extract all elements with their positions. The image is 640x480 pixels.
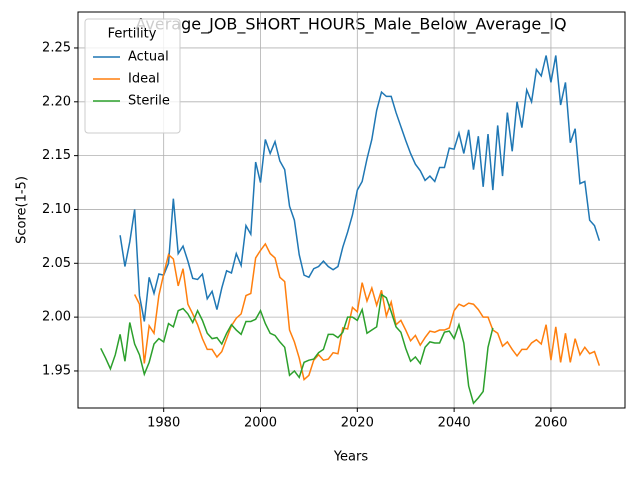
y-tick-label: 2.25: [42, 40, 71, 55]
legend-title: Fertility: [108, 27, 157, 42]
x-tick-label: 2060: [534, 416, 567, 431]
y-axis-label: Score(1-5): [15, 176, 30, 244]
legend-label: Ideal: [128, 72, 160, 87]
series-line: [100, 293, 494, 405]
y-tick-label: 1.95: [42, 363, 71, 378]
y-tick-label: 2.20: [42, 94, 71, 109]
x-tick-label: 2040: [438, 416, 471, 431]
y-tick-label: 2.10: [42, 202, 71, 217]
y-tick-label: 2.15: [42, 148, 71, 163]
legend-label: Sterile: [128, 94, 170, 109]
y-tick-label: 2.05: [42, 256, 71, 271]
plot-frame: [77, 11, 626, 409]
x-tick-label: 1980: [147, 416, 180, 431]
legend-box: [84, 18, 181, 134]
x-tick-label: 2000: [244, 416, 277, 431]
legend-label: Actual: [128, 50, 169, 65]
series-line: [133, 242, 601, 381]
y-tick-label: 2.00: [42, 310, 71, 325]
chart-title: Average_JOB_SHORT_HOURS_Male_Below_Avera…: [135, 15, 566, 35]
series-line: [119, 55, 601, 322]
x-tick-label: 2020: [341, 416, 374, 431]
x-axis-label: Years: [333, 450, 369, 465]
